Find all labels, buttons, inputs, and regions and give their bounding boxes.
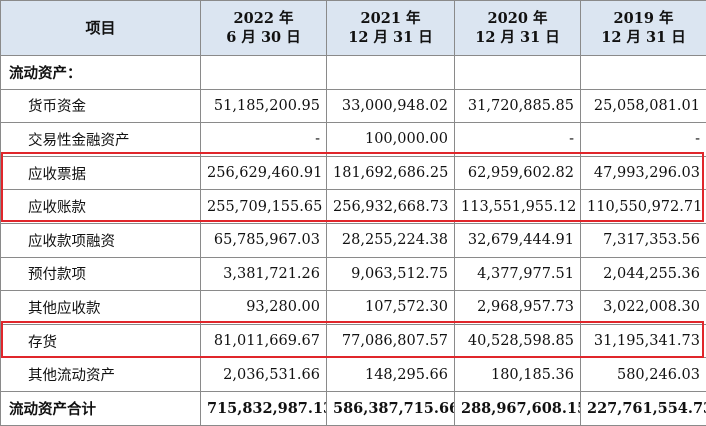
- period-date: 12 月 31 日: [475, 29, 560, 46]
- cell-value: 28,255,224.38: [327, 223, 455, 257]
- cell-value: 107,572.30: [327, 291, 455, 325]
- table-row: 预付款项 3,381,721.26 9,063,512.75 4,377,977…: [1, 257, 706, 291]
- cell-value: 4,377,977.51: [455, 257, 581, 291]
- cell-value: [327, 56, 455, 90]
- cell-value: 148,295.66: [327, 358, 455, 392]
- period-year: 2019 年: [614, 10, 674, 27]
- row-label: 流动资产合计: [1, 391, 201, 425]
- cell-value: 255,709,155.65: [201, 190, 327, 224]
- total-row: 流动资产合计 715,832,987.13 586,387,715.66 288…: [1, 391, 706, 425]
- row-label: 应收款项融资: [1, 223, 201, 257]
- cell-value: 65,785,967.03: [201, 223, 327, 257]
- cell-value: 77,086,807.57: [327, 324, 455, 358]
- table-row: 货币资金 51,185,200.95 33,000,948.02 31,720,…: [1, 89, 706, 123]
- cell-value: 7,317,353.56: [581, 223, 706, 257]
- table-row: 交易性金融资产 - 100,000.00 - -: [1, 123, 706, 157]
- cell-value: 33,000,948.02: [327, 89, 455, 123]
- cell-value: 31,720,885.85: [455, 89, 581, 123]
- period-date: 12 月 31 日: [348, 29, 433, 46]
- cell-value: 2,968,957.73: [455, 291, 581, 325]
- row-label: 流动资产：: [1, 56, 201, 90]
- cell-value: 256,629,460.91: [201, 156, 327, 190]
- table-row: 其他流动资产 2,036,531.66 148,295.66 180,185.3…: [1, 358, 706, 392]
- cell-value: 2,044,255.36: [581, 257, 706, 291]
- cell-value: 113,551,955.12: [455, 190, 581, 224]
- cell-value: 32,679,444.91: [455, 223, 581, 257]
- row-label: 预付款项: [1, 257, 201, 291]
- cell-value: 25,058,081.01: [581, 89, 706, 123]
- cell-value: 580,246.03: [581, 358, 706, 392]
- table-row: 应收票据 256,629,460.91 181,692,686.25 62,95…: [1, 156, 706, 190]
- period-header: 2019 年 12 月 31 日: [581, 1, 706, 56]
- cell-value: 81,011,669.67: [201, 324, 327, 358]
- cell-value: 256,932,668.73: [327, 190, 455, 224]
- table-row: 应收账款 255,709,155.65 256,932,668.73 113,5…: [1, 190, 706, 224]
- row-label: 存货: [1, 324, 201, 358]
- item-header: 项目: [1, 1, 201, 56]
- header-row: 项目 2022 年 6 月 30 日 2021 年 12 月 31 日 2020 年…: [1, 1, 706, 56]
- cell-value: 40,528,598.85: [455, 324, 581, 358]
- cell-value: 2,036,531.66: [201, 358, 327, 392]
- cell-value: 51,185,200.95: [201, 89, 327, 123]
- cell-value: 110,550,972.71: [581, 190, 706, 224]
- cell-value: [581, 56, 706, 90]
- row-label: 其他应收款: [1, 291, 201, 325]
- cell-value: 227,761,554.73: [581, 391, 706, 425]
- period-year: 2022 年: [234, 10, 294, 27]
- period-date: 6 月 30 日: [226, 29, 300, 46]
- cell-value: -: [201, 123, 327, 157]
- table-row: 其他应收款 93,280.00 107,572.30 2,968,957.73 …: [1, 291, 706, 325]
- period-header: 2021 年 12 月 31 日: [327, 1, 455, 56]
- cell-value: 715,832,987.13: [201, 391, 327, 425]
- cell-value: 3,381,721.26: [201, 257, 327, 291]
- cell-value: 288,967,608.15: [455, 391, 581, 425]
- cell-value: 180,185.36: [455, 358, 581, 392]
- cell-value: -: [581, 123, 706, 157]
- cell-value: [201, 56, 327, 90]
- cell-value: 31,195,341.73: [581, 324, 706, 358]
- cell-value: 47,993,296.03: [581, 156, 706, 190]
- row-label: 交易性金融资产: [1, 123, 201, 157]
- section-row: 流动资产：: [1, 56, 706, 90]
- cell-value: 100,000.00: [327, 123, 455, 157]
- table-row: 应收款项融资 65,785,967.03 28,255,224.38 32,67…: [1, 223, 706, 257]
- period-date: 12 月 31 日: [601, 29, 686, 46]
- cell-value: -: [455, 123, 581, 157]
- period-header: 2022 年 6 月 30 日: [201, 1, 327, 56]
- row-label: 应收票据: [1, 156, 201, 190]
- row-label: 其他流动资产: [1, 358, 201, 392]
- cell-value: [455, 56, 581, 90]
- cell-value: 93,280.00: [201, 291, 327, 325]
- table-row: 存货 81,011,669.67 77,086,807.57 40,528,59…: [1, 324, 706, 358]
- cell-value: 62,959,602.82: [455, 156, 581, 190]
- row-label: 应收账款: [1, 190, 201, 224]
- period-year: 2021 年: [361, 10, 421, 27]
- period-year: 2020 年: [488, 10, 548, 27]
- cell-value: 9,063,512.75: [327, 257, 455, 291]
- cell-value: 3,022,008.30: [581, 291, 706, 325]
- cell-value: 586,387,715.66: [327, 391, 455, 425]
- row-label: 货币资金: [1, 89, 201, 123]
- cell-value: 181,692,686.25: [327, 156, 455, 190]
- period-header: 2020 年 12 月 31 日: [455, 1, 581, 56]
